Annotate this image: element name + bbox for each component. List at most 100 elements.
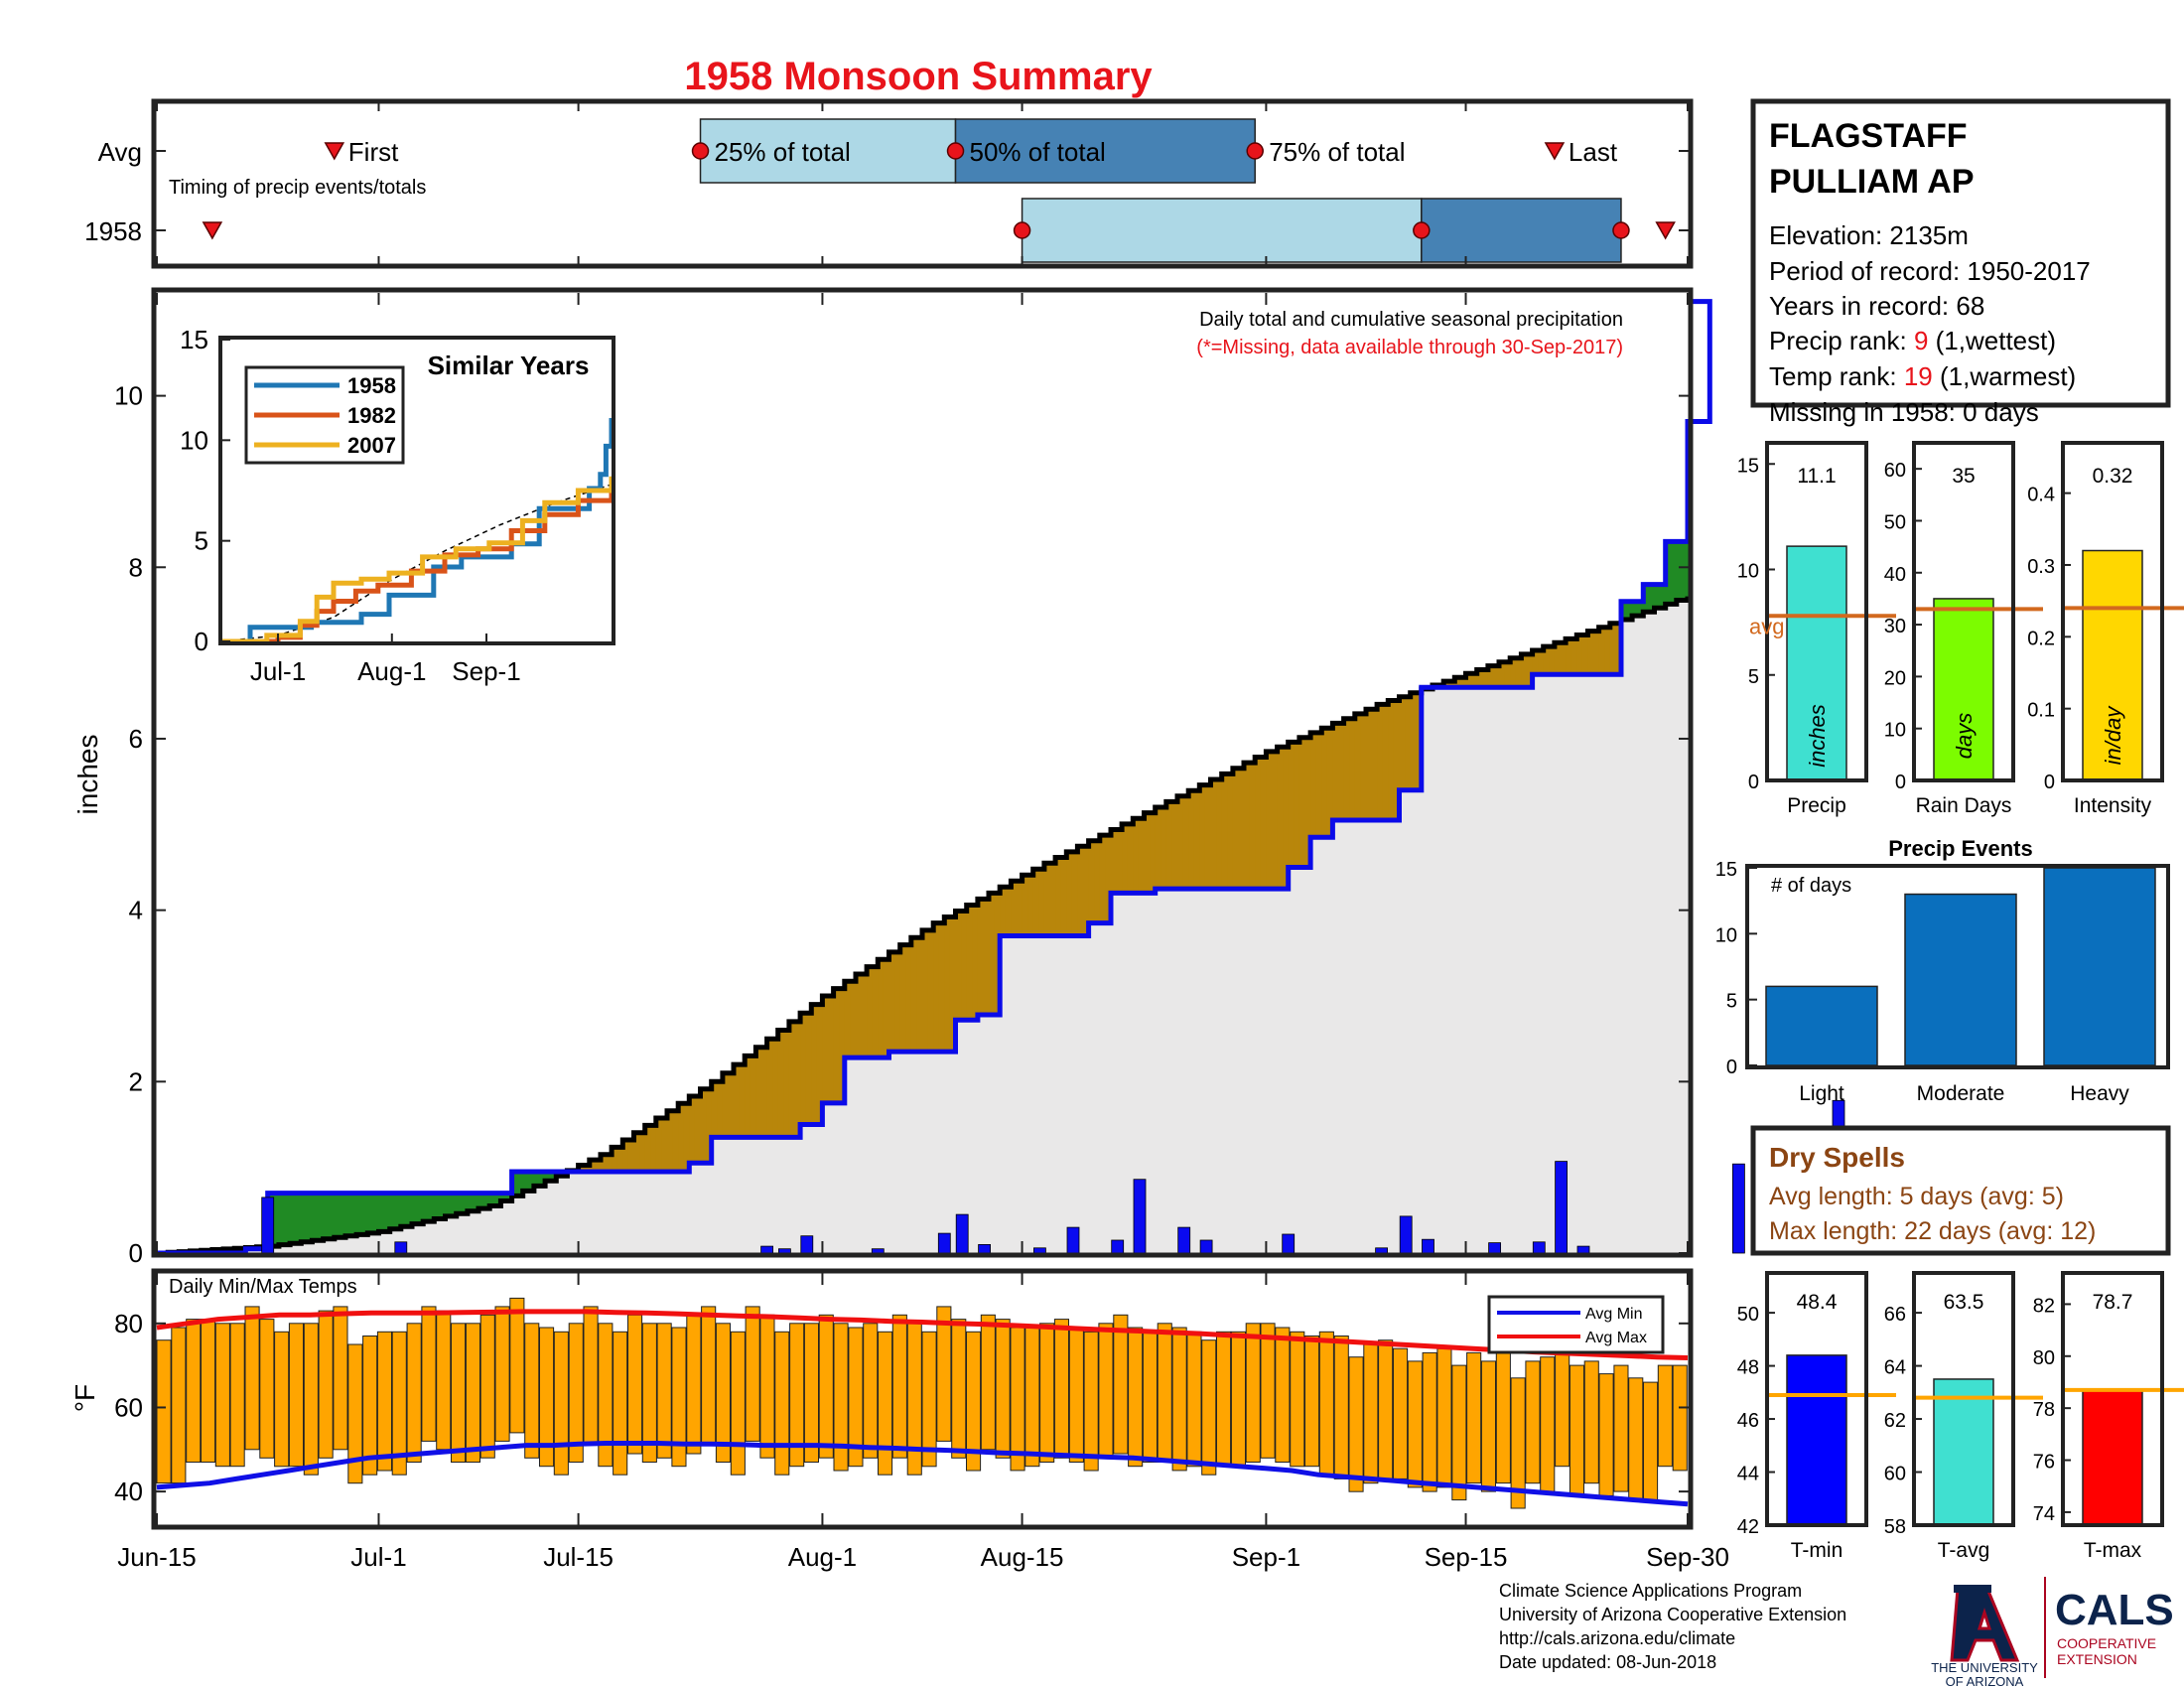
below-average-fill — [1221, 774, 1229, 890]
cals-logo-line1: COOPERATIVE — [2057, 1635, 2156, 1651]
daily-temp-bar — [1643, 1381, 1659, 1501]
above-average-fill — [345, 1193, 352, 1236]
below-average-fill — [578, 1165, 585, 1172]
below-average-fill — [1598, 627, 1605, 675]
temp-stat-category-label: T-min — [1791, 1539, 1843, 1562]
temp-stat-ytick-label: 46 — [1737, 1410, 1759, 1432]
below-average-fill — [1216, 779, 1223, 890]
inset-xtick-label: Aug-1 — [357, 656, 426, 686]
below-average-fill — [1116, 829, 1123, 894]
above-average-fill — [350, 1193, 357, 1236]
stat-bar-intensity — [2082, 549, 2143, 781]
below-average-fill — [1294, 742, 1300, 868]
below-average-fill — [1071, 851, 1079, 936]
daily-temp-bar — [391, 1331, 407, 1476]
temperature-frame — [151, 1268, 1694, 1530]
daily-temp-bar — [1422, 1351, 1437, 1492]
daily-precip-bar — [800, 1235, 814, 1254]
below-average-fill — [966, 905, 974, 1021]
daily-precip-bar — [1133, 1179, 1147, 1254]
date-tick-label: Jun-15 — [117, 1542, 197, 1572]
daily-precip-bar — [1033, 1247, 1046, 1254]
station-name-line1: FLAGSTAFF — [1769, 117, 1968, 155]
stat-bar-precip — [1786, 545, 1847, 781]
above-average-fill — [428, 1193, 436, 1222]
temp-stat-ytick-label: 48 — [1737, 1357, 1759, 1379]
daily-temp-bar — [906, 1323, 922, 1476]
daily-temp-bar — [715, 1323, 732, 1464]
above-average-fill — [1632, 601, 1639, 616]
above-average-fill — [1648, 584, 1656, 613]
daily-temp-bar — [1068, 1327, 1084, 1463]
above-average-fill — [483, 1193, 490, 1209]
cals-logo: CALS COOPERATIVE EXTENSION — [2055, 1586, 2174, 1667]
footer-line-url: http://cals.arizona.edu/climate — [1499, 1628, 1736, 1648]
temp-stat-category-label: T-max — [2084, 1539, 2142, 1562]
timing-box-25-50-1958 — [1021, 198, 1423, 263]
daily-precip-bar — [1375, 1247, 1388, 1254]
arizona-a-icon — [1950, 1587, 2020, 1662]
below-average-fill — [833, 988, 840, 1103]
daily-temp-bar — [1098, 1323, 1114, 1459]
date-axis: Jun-15 Jul-1 Jul-15 Aug-1 Aug-15 Sep-1 Sep-15 S… — [117, 1542, 1729, 1572]
below-average-fill — [1227, 774, 1234, 890]
above-average-fill — [445, 1193, 452, 1216]
daily-temp-bar — [1290, 1331, 1305, 1468]
below-average-fill — [1405, 696, 1412, 790]
daily-temp-bar — [451, 1323, 467, 1464]
below-average-fill — [867, 966, 874, 1058]
stat-ytick-label: 0 — [2044, 772, 2055, 793]
below-average-fill — [1315, 732, 1323, 838]
below-average-fill — [1388, 700, 1395, 820]
daily-temp-bar — [1010, 1327, 1025, 1472]
daily-temp-bar — [1186, 1331, 1202, 1468]
events-ytick-label: 10 — [1715, 924, 1737, 946]
below-average-fill — [728, 1072, 735, 1138]
station-years: Years in record: 68 — [1769, 291, 1984, 321]
below-average-fill — [961, 911, 968, 1021]
daily-precip-bar — [1399, 1215, 1413, 1254]
below-average-fill — [1049, 863, 1056, 936]
below-average-fill — [905, 944, 912, 1053]
timing-percent-marker-avg — [946, 142, 965, 160]
below-average-fill — [1011, 881, 1018, 936]
daily-temp-bar — [1083, 1331, 1099, 1472]
daily-temp-bar — [1113, 1314, 1129, 1455]
events-bar-heavy — [2043, 867, 2156, 1066]
above-average-fill — [456, 1193, 464, 1214]
precip-frame — [151, 287, 1694, 1258]
daily-temp-bar — [863, 1323, 879, 1459]
dry-spells-max: Max length: 22 days (avg: 12) — [1769, 1217, 2096, 1245]
inset-xtick-label: Sep-1 — [452, 656, 520, 686]
timing-last-triangle-1958 — [1655, 221, 1676, 240]
below-average-fill — [1244, 763, 1251, 889]
below-average-fill — [1593, 631, 1600, 675]
daily-temp-bar — [774, 1331, 790, 1476]
daily-precip-bar — [760, 1245, 773, 1254]
stat-ytick-label: 30 — [1884, 616, 1906, 637]
below-average-fill — [1371, 709, 1378, 820]
stat-in-bar-unit: days — [1952, 713, 1977, 759]
daily-temp-bar — [1318, 1331, 1334, 1476]
daily-precip-bar — [261, 1196, 275, 1254]
inset-ytick-label: 10 — [180, 425, 208, 455]
daily-temp-bar — [303, 1323, 319, 1476]
below-average-fill — [899, 944, 907, 1053]
daily-temp-bar — [406, 1323, 422, 1464]
precip-chart-title: Daily total and cumulative seasonal prec… — [1199, 309, 1623, 331]
below-average-fill — [1587, 631, 1594, 675]
daily-temp-bar — [848, 1327, 864, 1468]
below-average-fill — [1532, 650, 1539, 675]
above-average-fill — [406, 1193, 413, 1227]
above-average-fill — [1626, 601, 1633, 620]
below-average-fill — [1077, 846, 1084, 936]
daily-temp-bar — [686, 1314, 702, 1455]
daily-temp-bar — [1304, 1336, 1320, 1468]
precip-ylabel: inches — [72, 735, 103, 815]
stat-ytick-label: 5 — [1748, 666, 1759, 688]
below-average-fill — [1094, 840, 1101, 923]
above-average-fill — [423, 1193, 430, 1222]
daily-temp-bar — [1510, 1377, 1526, 1509]
stat-in-bar-unit: inches — [1805, 704, 1830, 768]
below-average-fill — [1133, 818, 1140, 894]
